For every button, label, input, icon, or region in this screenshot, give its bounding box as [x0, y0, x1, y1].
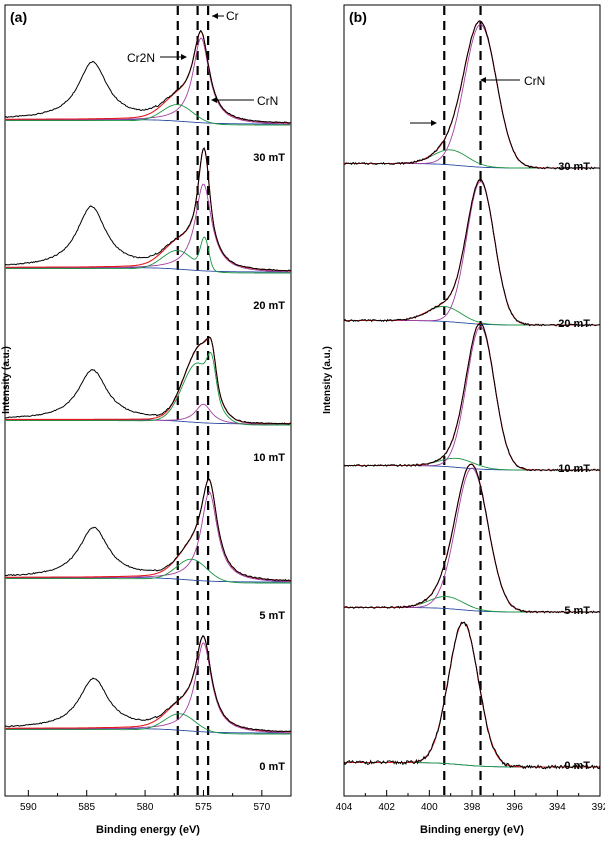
panel-b-plot: 404 402 400 398 396 394 392 30 mT 20 mT 10 mT 5 mT… — [336, 6, 605, 813]
panel-a-arrowhead-cr — [212, 13, 218, 19]
panel-b-xtick-label: 404 — [336, 802, 353, 813]
panel-a-xtick-label: 575 — [195, 802, 212, 813]
panel-a-green-component — [5, 713, 291, 735]
panel-a-annotation-cr: Cr — [226, 9, 239, 23]
panel-b-xtick-label: 392 — [592, 802, 605, 813]
panel-b-envelope — [344, 463, 600, 613]
panel-a-envelope — [5, 635, 292, 733]
panel-b-annotation-crn: CrN — [524, 74, 545, 88]
panel-a-arrowhead-crn — [211, 97, 217, 103]
panel-b-stack-label: 5 mT — [564, 605, 590, 617]
panel-b-stack-label: 20 mT — [558, 318, 590, 330]
panel-b-measured — [343, 321, 601, 472]
panel-b-xtick-label: 398 — [464, 802, 481, 813]
panel-a-stack-label: 10 mT — [253, 452, 285, 464]
panel-a-xlabel: Binding energy (eV) — [96, 824, 200, 836]
panel-a-green-component — [5, 236, 291, 274]
panel-a-purple-component — [5, 491, 292, 583]
panel-b-label: (b) — [349, 9, 367, 25]
panel-a-arrowhead-cr2n — [181, 54, 187, 60]
panel-a-measured — [4, 29, 292, 124]
panel-a-annotation-cr2n: Cr2N — [127, 51, 155, 65]
panel-a-green-component — [5, 104, 291, 126]
panel-b-xtick-label: 400 — [421, 802, 438, 813]
panel-b-ylabel: Intensity (a.u.) — [322, 346, 333, 414]
panel-a-stack-label: 20 mT — [253, 300, 285, 312]
panel-b-xlabel: Binding energy (eV) — [420, 824, 524, 836]
panel-b-purple-component — [344, 24, 600, 169]
panel-a-plot: 590 585 580 575 570 30 mT 20 mT 10 mT 5 mT 0 mT Cr… — [4, 6, 292, 813]
panel-a-green-component — [5, 558, 291, 584]
panel-b-purple-component — [344, 326, 600, 471]
panel-a-green-component — [5, 351, 291, 426]
panel-a-stack-label: 0 mT — [259, 761, 285, 773]
panel-a-measured — [4, 147, 292, 272]
panel-b-arrowhead-shoulder — [431, 120, 437, 126]
panel-a-frame — [4, 4, 292, 797]
panel-b-measured — [344, 20, 601, 170]
panel-b-xtick-label: 394 — [549, 802, 566, 813]
panel-a-envelope — [5, 478, 292, 582]
panel-a-xtick-label: 580 — [137, 802, 154, 813]
panel-a-measured — [4, 634, 292, 733]
panel-a-envelope — [5, 147, 291, 272]
panel-a-stack-label: 5 mT — [259, 610, 285, 622]
panel-a-xtick-label: 570 — [253, 802, 270, 813]
panel-b-stack-label: 30 mT — [558, 161, 590, 173]
panel-a-measured — [4, 478, 292, 582]
panel-a-stack-label: 30 mT — [253, 152, 285, 164]
panel-a-annotation-crn: CrN — [257, 94, 278, 108]
panel-b-stack-label: 0 mT — [564, 760, 590, 772]
panel-b-arrowhead-crn — [480, 77, 486, 83]
panel-b-purple-component — [344, 467, 600, 613]
panel-b-measured — [343, 463, 601, 614]
panel-a-envelope — [5, 336, 291, 425]
panel-b-xtick-label: 396 — [506, 802, 523, 813]
panel-a-xtick-label: 590 — [20, 802, 37, 813]
panel-b-frame — [343, 4, 601, 797]
panel-a-xtick-label: 585 — [78, 802, 95, 813]
panel-a-measured — [4, 336, 292, 425]
panel-b-measured — [343, 179, 601, 327]
panel-b-stack-label: 10 mT — [558, 463, 590, 475]
panel-a-label: (a) — [10, 9, 27, 25]
panel-b-xtick-label: 402 — [378, 802, 395, 813]
panel-a-ylabel: Intensity (a.u.) — [1, 346, 12, 414]
panel-b-measured — [343, 621, 601, 770]
panel-b-green-component — [344, 596, 600, 613]
